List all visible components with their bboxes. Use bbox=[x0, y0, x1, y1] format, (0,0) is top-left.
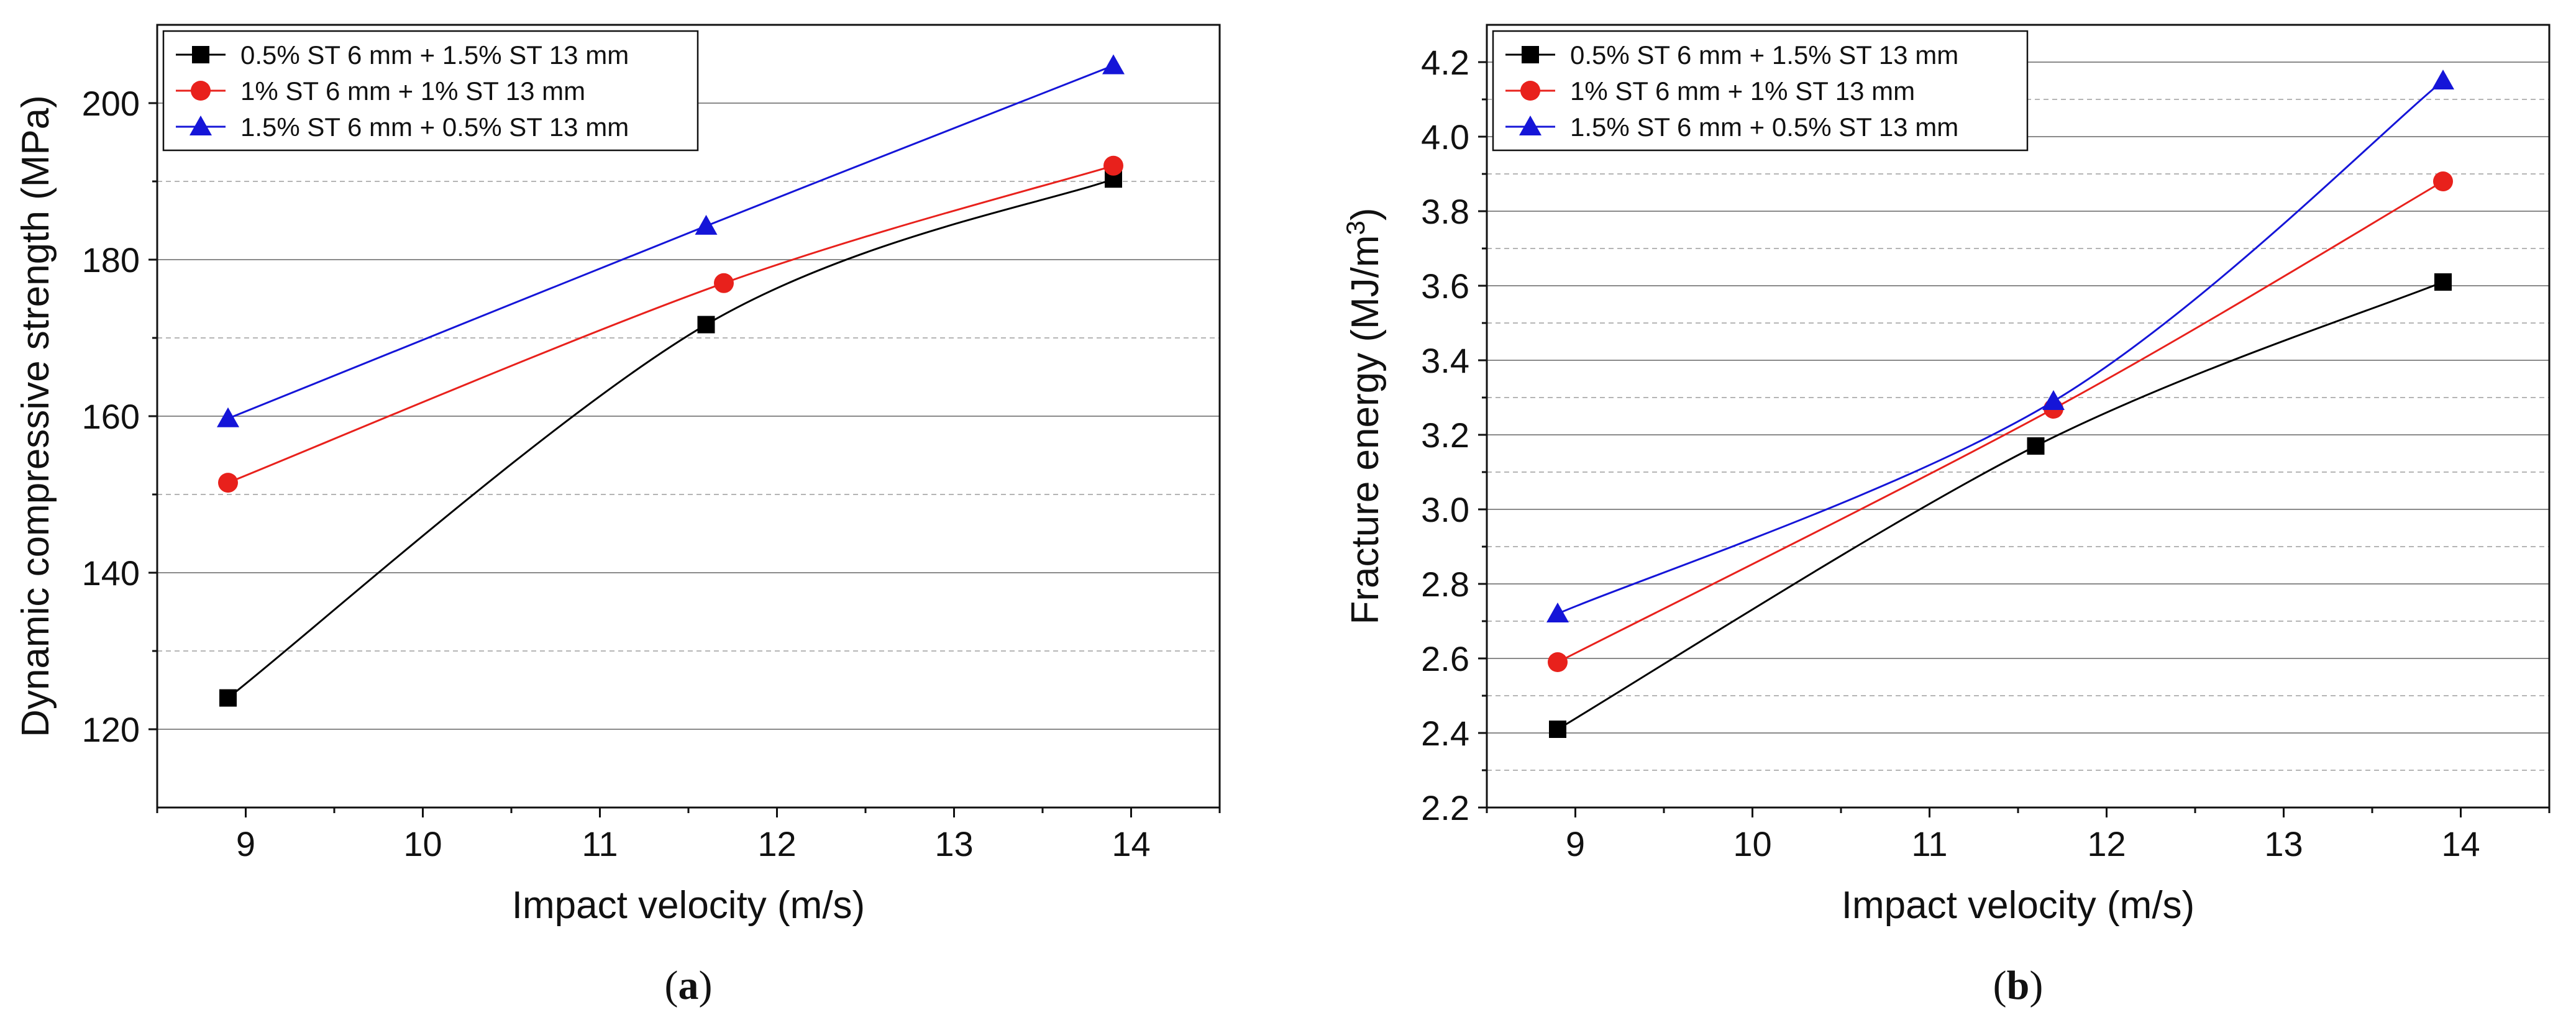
data-point bbox=[2433, 171, 2453, 191]
y-tick-label: 160 bbox=[82, 397, 140, 436]
x-tick-label: 10 bbox=[1733, 824, 1771, 863]
chart-panel-b: 2.2 2.4 2.6 2.8 3.0 3.2 3.4 3.6 3.8 4.0 4.2 9 10 11 12… bbox=[1341, 24, 2551, 1008]
y-tick-label: 2.4 bbox=[1421, 714, 1469, 753]
x-axis-title: Impact velocity (m/s) bbox=[1842, 884, 2195, 927]
y-tick-label: 3.4 bbox=[1421, 341, 1469, 380]
x-tick-label: 13 bbox=[934, 824, 973, 863]
series-line-2 bbox=[1557, 180, 2444, 663]
y-tick-label: 2.8 bbox=[1421, 565, 1469, 604]
y-tick-label: 2.6 bbox=[1421, 639, 1469, 678]
y-axis-title: Dynamic compressive strength (MPa) bbox=[14, 95, 57, 737]
y-tick-label: 3.6 bbox=[1421, 266, 1469, 306]
panel-label-letter: b bbox=[2007, 963, 2030, 1008]
x-tick-label: 14 bbox=[2441, 824, 2480, 863]
data-point bbox=[697, 316, 715, 334]
x-tick-label: 11 bbox=[582, 824, 618, 863]
legend-box bbox=[1492, 30, 2029, 152]
data-point bbox=[1549, 721, 1566, 738]
data-point bbox=[2042, 390, 2065, 410]
x-axis-title: Impact velocity (m/s) bbox=[512, 884, 865, 927]
legend-entry: 0.5% ST 6 mm + 1.5% ST 13 mm bbox=[1570, 40, 1958, 70]
legend-marker bbox=[192, 46, 209, 63]
data-point bbox=[1102, 54, 1125, 75]
data-point bbox=[218, 473, 238, 493]
data-point bbox=[695, 214, 718, 235]
data-point bbox=[217, 407, 239, 427]
data-point bbox=[1546, 603, 1569, 622]
y-tick-label: 4.0 bbox=[1421, 117, 1469, 157]
data-point bbox=[714, 273, 734, 293]
y-tick-label: 3.2 bbox=[1421, 416, 1469, 455]
panel-label-open: ( bbox=[665, 963, 678, 1008]
x-tick-label: 14 bbox=[1112, 824, 1150, 863]
x-tick-label: 13 bbox=[2264, 824, 2303, 863]
data-point bbox=[1103, 155, 1123, 176]
x-tick-label: 12 bbox=[757, 824, 796, 863]
data-point bbox=[219, 689, 237, 707]
series-line-2 bbox=[227, 165, 1114, 484]
y-tick-label: 3.8 bbox=[1421, 192, 1469, 231]
x-tick-label: 9 bbox=[236, 824, 255, 863]
y-tick-label: 200 bbox=[82, 84, 140, 123]
legend-box bbox=[162, 30, 699, 152]
y-tick-label: 3.0 bbox=[1421, 490, 1469, 529]
panel-label-close: ) bbox=[699, 963, 713, 1008]
plot-frame bbox=[156, 24, 1221, 809]
plot-frame bbox=[1486, 24, 2551, 809]
panel-label: (a) bbox=[665, 963, 713, 1008]
panel-label: (b) bbox=[1993, 963, 2044, 1008]
y-tick-label: 180 bbox=[82, 240, 140, 280]
y-axis-title-text: Fracture energy (MJ/m bbox=[1344, 235, 1387, 624]
x-tick-label: 11 bbox=[1911, 824, 1947, 863]
legend-marker bbox=[1519, 116, 1541, 135]
y-axis-title: Fracture energy (MJ/m3) bbox=[1341, 207, 1387, 624]
y-tick-label: 4.2 bbox=[1421, 43, 1469, 82]
panel-label-letter: a bbox=[678, 963, 699, 1008]
legend-marker bbox=[1522, 46, 1539, 63]
y-axis-title-text: Dynamic compressive strength (MPa) bbox=[14, 95, 57, 737]
legend: 0.5% ST 6 mm + 1.5% ST 13 mm 1% ST 6 mm +… bbox=[1492, 30, 2029, 152]
data-point bbox=[1548, 652, 1568, 672]
data-point bbox=[2432, 70, 2454, 89]
series-line-1 bbox=[227, 178, 1114, 699]
legend: 0.5% ST 6 mm + 1.5% ST 13 mm 1% ST 6 mm +… bbox=[162, 30, 699, 152]
y-axis-title-end: ) bbox=[1344, 207, 1387, 221]
legend-entry: 1.5% ST 6 mm + 0.5% ST 13 mm bbox=[1570, 112, 1958, 142]
legend-marker bbox=[1520, 81, 1540, 101]
legend-entry: 1.5% ST 6 mm + 0.5% ST 13 mm bbox=[240, 112, 629, 142]
panel-label-open: ( bbox=[1993, 963, 2007, 1008]
data-point bbox=[2027, 437, 2045, 455]
x-tick-label: 10 bbox=[403, 824, 442, 863]
legend-marker bbox=[191, 81, 211, 101]
y-axis-title-superscript: 3 bbox=[1341, 221, 1370, 235]
chart-panel-a: 120 140 160 180 200 9 10 11 12 13 14 0.5% ST 6 mm +… bbox=[14, 24, 1221, 1008]
y-tick-label: 120 bbox=[82, 710, 140, 749]
x-tick-label: 12 bbox=[2087, 824, 2126, 863]
y-tick-label: 2.2 bbox=[1421, 788, 1469, 827]
panel-label-close: ) bbox=[2029, 963, 2043, 1008]
data-point bbox=[2434, 273, 2452, 291]
series-line-3 bbox=[1557, 80, 2444, 615]
x-tick-label: 9 bbox=[1566, 824, 1585, 863]
legend-entry: 1% ST 6 mm + 1% ST 13 mm bbox=[1570, 76, 1915, 106]
legend-marker bbox=[190, 116, 212, 135]
legend-entry: 1% ST 6 mm + 1% ST 13 mm bbox=[240, 76, 585, 106]
legend-entry: 0.5% ST 6 mm + 1.5% ST 13 mm bbox=[240, 40, 629, 70]
y-tick-label: 140 bbox=[82, 553, 140, 593]
series-line-1 bbox=[1557, 281, 2444, 730]
